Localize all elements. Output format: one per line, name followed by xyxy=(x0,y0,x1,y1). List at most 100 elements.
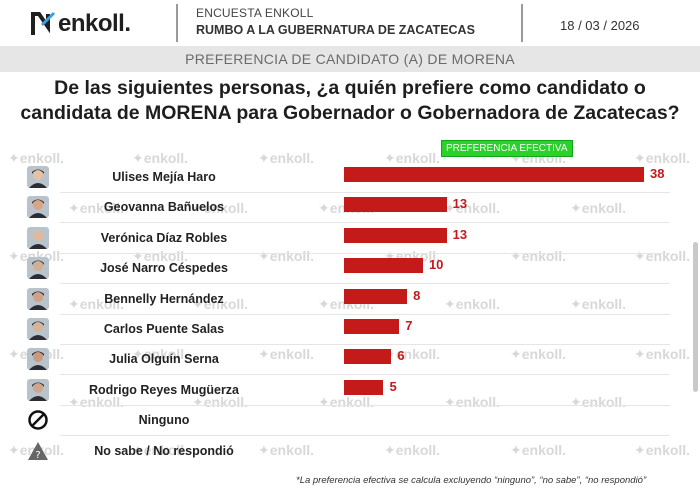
enkoll-logo-icon xyxy=(31,11,56,35)
chart-row: ? No sabe / No respondió xyxy=(0,437,700,467)
watermark: ✦enkoll. xyxy=(384,346,441,362)
watermark: ✦enkoll. xyxy=(132,248,189,264)
row-divider xyxy=(60,344,670,345)
chart-row: Bennelly Hernández 8 xyxy=(0,285,700,315)
question-text: De las siguientes personas, ¿a quién pre… xyxy=(0,76,700,126)
question-line-1: De las siguientes personas, ¿a quién pre… xyxy=(54,77,646,99)
watermark: ✦enkoll. xyxy=(444,394,501,410)
candidate-name: Ulises Mejía Haro xyxy=(112,170,216,184)
candidate-name: Carlos Puente Salas xyxy=(103,322,225,336)
candidate-name: No sabe / No respondió xyxy=(94,443,234,458)
unknown-icon: ? xyxy=(27,440,49,462)
watermark: ✦enkoll. xyxy=(8,150,65,166)
watermark: ✦enkoll. xyxy=(258,248,315,264)
watermark: ✦enkoll. xyxy=(258,346,315,362)
bar xyxy=(344,319,400,334)
bar-value-label: 5 xyxy=(389,378,397,394)
bar xyxy=(344,258,423,274)
scrollbar[interactable] xyxy=(693,242,698,392)
row-divider xyxy=(60,404,670,406)
bar xyxy=(344,288,408,304)
none-icon xyxy=(27,409,49,431)
watermark: ✦enkoll. xyxy=(68,296,125,312)
watermark: ✦enkoll. xyxy=(384,150,441,166)
watermark: ✦enkoll. xyxy=(132,346,189,362)
question-line-2: candidata de MORENA para Gobernador o Go… xyxy=(20,102,680,124)
candidate-photo xyxy=(27,318,49,340)
watermark: ✦enkoll. xyxy=(510,442,567,458)
survey-label: ENCUESTA ENKOLL xyxy=(196,6,314,20)
watermark: ✦enkoll. xyxy=(68,394,125,410)
row-divider xyxy=(60,252,670,254)
chart-row: Ulises Mejía Haro 38 xyxy=(0,163,700,193)
chart-row: Carlos Puente Salas 7 xyxy=(0,315,700,345)
header-divider-right xyxy=(521,4,523,42)
watermark: ✦enkoll. xyxy=(444,200,501,216)
watermark: ✦enkoll. xyxy=(634,346,691,362)
candidate-photo xyxy=(27,166,49,188)
brand-name: enkoll. xyxy=(58,10,131,37)
candidate-photo xyxy=(27,378,49,401)
bar-value-label: 13 xyxy=(452,196,468,212)
watermark: ✦enkoll. xyxy=(510,346,567,362)
bar-value-label: 38 xyxy=(650,166,665,181)
watermark: ✦enkoll. xyxy=(634,248,691,264)
watermark: ✦enkoll. xyxy=(258,150,315,166)
candidate-photo xyxy=(27,257,49,280)
candidate-name: Julia Olguín Serna xyxy=(109,352,219,367)
candidate-name: José Narro Céspedes xyxy=(100,261,228,276)
chart-row: Rodrigo Reyes Mugüerza 5 xyxy=(0,376,700,406)
footnote: *La preferencia efectiva se calcula excl… xyxy=(296,475,647,486)
row-divider xyxy=(60,313,670,315)
bar-value-label: 10 xyxy=(428,257,444,273)
watermark: ✦enkoll. xyxy=(192,200,249,216)
enkoll-logo: enkoll. xyxy=(30,10,131,38)
chart-row: Julia Olguín Serna 6 xyxy=(0,345,700,376)
candidate-photo xyxy=(27,287,49,310)
watermark: ✦enkoll. xyxy=(192,296,249,312)
header: enkoll. ENCUESTA ENKOLL RUMBO A LA GUBER… xyxy=(0,0,700,46)
watermark: ✦enkoll. xyxy=(132,442,189,458)
chart-row: José Narro Céspedes 10 xyxy=(0,254,700,285)
bar-value-label: 13 xyxy=(452,226,468,242)
candidate-name: Ninguno xyxy=(138,413,190,428)
chart-row: Verónica Díaz Robles 13 xyxy=(0,224,700,254)
watermark: ✦enkoll. xyxy=(258,442,315,458)
section-title: PREFERENCIA DE CANDIDATO (A) DE MORENA xyxy=(185,51,515,67)
row-divider xyxy=(60,222,670,224)
survey-subtitle: RUMBO A LA GUBERNATURA DE ZACATECAS xyxy=(196,23,475,37)
candidate-name: Rodrigo Reyes Mugüerza xyxy=(88,382,240,397)
candidate-name: Verónica Díaz Robles xyxy=(100,230,228,245)
watermark: ✦enkoll. xyxy=(68,200,125,216)
watermark: ✦enkoll. xyxy=(510,248,567,264)
survey-date: 18 / 03 / 2026 xyxy=(560,18,640,33)
watermark: ✦enkoll. xyxy=(444,296,501,312)
chart-row: Ninguno xyxy=(0,406,700,437)
bar-value-label: 8 xyxy=(413,287,421,303)
watermark: ✦enkoll. xyxy=(8,248,65,264)
watermark: ✦enkoll. xyxy=(384,442,441,458)
chart-legend: PREFERENCIA EFECTIVA xyxy=(441,140,573,157)
watermark: ✦enkoll. xyxy=(192,394,249,410)
watermark: ✦enkoll. xyxy=(318,394,375,410)
bar-value-label: 6 xyxy=(397,348,405,364)
header-divider-left xyxy=(176,4,178,42)
watermark: ✦enkoll. xyxy=(132,150,189,166)
candidate-name: Geovanna Bañuelos xyxy=(103,200,225,215)
candidate-photo xyxy=(27,226,49,249)
bar xyxy=(344,349,392,365)
watermark: ✦enkoll. xyxy=(634,150,691,166)
row-divider xyxy=(60,435,670,437)
watermark: ✦enkoll. xyxy=(570,394,627,410)
bar xyxy=(344,197,447,213)
candidate-photo xyxy=(27,196,49,219)
watermark: ✦enkoll. xyxy=(570,296,627,312)
bar xyxy=(344,379,384,395)
svg-text:?: ? xyxy=(35,450,40,461)
row-divider xyxy=(60,283,670,285)
chart-row: Geovanna Bañuelos 13 xyxy=(0,193,700,224)
watermark: ✦enkoll. xyxy=(634,442,691,458)
bar-value-label: 7 xyxy=(405,318,413,333)
section-band xyxy=(0,46,700,72)
bar xyxy=(344,167,644,182)
